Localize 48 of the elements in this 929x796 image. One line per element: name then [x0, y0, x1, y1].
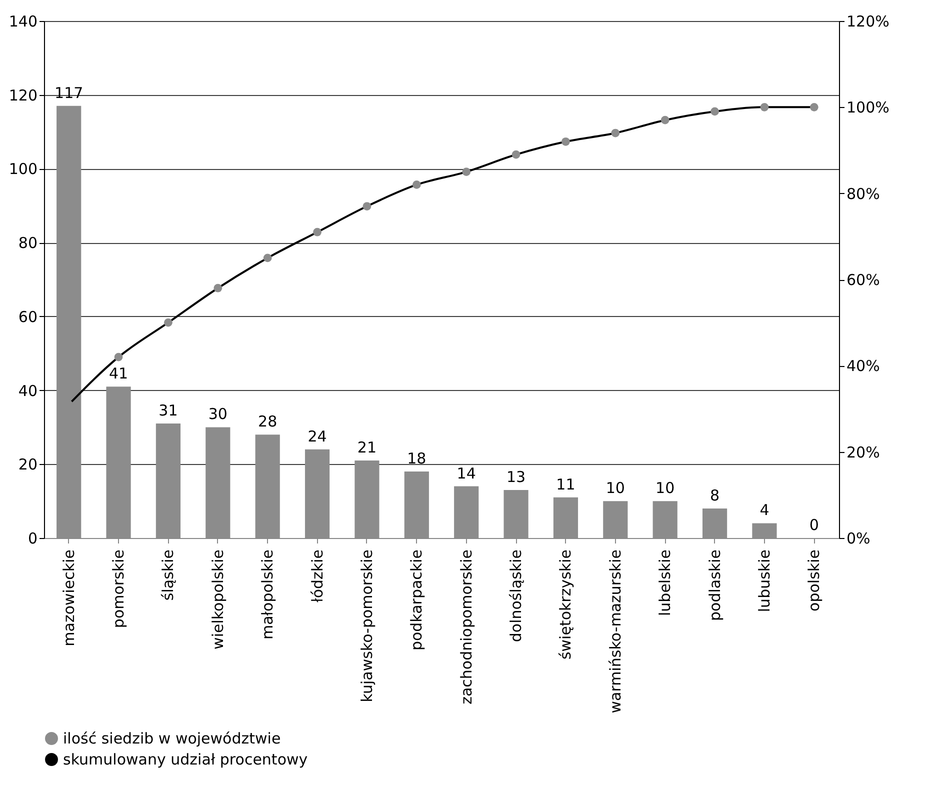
data-label: 24: [308, 427, 327, 446]
x-tick-label: warmińsko-mazurskie: [606, 550, 624, 714]
y2-tick-label: 100%: [846, 98, 890, 117]
y-tick-label: 60: [18, 308, 38, 326]
x-tick-label: łódzkie: [308, 550, 326, 602]
data-label: 4: [760, 501, 770, 520]
x-tick-label: podkarpackie: [408, 550, 426, 651]
data-label: 14: [456, 464, 476, 482]
data-label: 11: [556, 475, 576, 494]
y-tick-label: 80: [18, 234, 38, 252]
data-label: 31: [158, 402, 178, 420]
y-tick-label: 40: [18, 382, 38, 400]
data-label: 13: [506, 468, 526, 486]
y-tick-label: 100: [8, 160, 38, 178]
data-label: 18: [407, 450, 426, 468]
x-tick-label: lubuskie: [755, 550, 774, 612]
y2-tick-label: 60%: [846, 271, 880, 289]
y-tick-label: 20: [18, 456, 38, 474]
data-label: 10: [656, 479, 675, 498]
data-label: 21: [357, 438, 377, 456]
data-label: 0: [809, 516, 819, 534]
y-tick-label: 0: [28, 530, 38, 548]
y2-tick-label: 20%: [846, 443, 880, 462]
x-tick-label: małopolskie: [258, 550, 277, 640]
x-tick-label: mazowieckie: [60, 550, 78, 646]
x-tick-label: opolskie: [805, 550, 824, 612]
y2-tick-label: 80%: [846, 184, 880, 203]
data-label: 28: [258, 412, 278, 431]
y-tick-label: 120: [8, 86, 38, 104]
y2-tick-label: 0%: [846, 530, 870, 548]
x-tick-label: pomorskie: [110, 550, 128, 628]
x-tick-label: podlaskie: [706, 550, 724, 621]
x-tick-label: śląskie: [159, 550, 178, 601]
x-tick-label: wielkopolskie: [208, 550, 227, 650]
x-tick-label: lubelskie: [656, 550, 674, 616]
legend-label: ilość siedzib w województwie: [63, 730, 281, 748]
x-tick-label: świętokrzyskie: [556, 550, 575, 660]
data-label: 8: [710, 486, 720, 504]
x-tick-label: zachodniopomorskie: [457, 550, 476, 704]
x-tick-label: dolnośląskie: [507, 550, 526, 642]
data-label: 41: [108, 364, 128, 383]
data-label: 10: [606, 479, 625, 498]
y2-tick-label: 40%: [846, 357, 880, 376]
x-tick-label: kujawsko-pomorskie: [358, 550, 376, 702]
data-label: 30: [208, 405, 228, 424]
y2-tick-label: 120%: [846, 12, 890, 30]
legend-label: skumulowany udział procentowy: [63, 750, 308, 768]
y-tick-label: 140: [8, 12, 38, 30]
